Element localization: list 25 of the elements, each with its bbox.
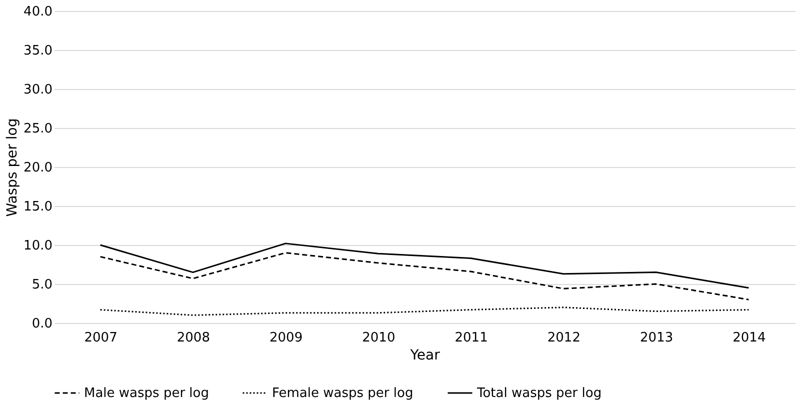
- x-axis-title: Year: [409, 348, 440, 364]
- line-series: [100, 242, 750, 289]
- x-tick-label: 2014: [732, 330, 766, 346]
- legend-label: Male wasps per log: [84, 386, 209, 401]
- x-tick-label: 2013: [640, 330, 674, 346]
- y-axis-title: Wasps per log: [4, 118, 21, 217]
- x-tick-label: 2007: [84, 330, 118, 346]
- y-tick-label: 20.0: [24, 160, 52, 176]
- y-tick-label: 40.0: [24, 4, 52, 20]
- line-series: [100, 306, 750, 316]
- y-tick-label: 35.0: [24, 44, 52, 58]
- y-tick-label: 0.0: [32, 316, 52, 332]
- y-tick-label: 5.0: [32, 278, 52, 292]
- x-tick-label: 2010: [362, 330, 396, 346]
- y-tick-label: 10.0: [24, 238, 52, 254]
- x-tick-label: 2009: [270, 330, 303, 346]
- y-tick-label: 15.0: [24, 200, 52, 214]
- x-tick-label: 2012: [547, 330, 580, 346]
- legend-label: Total wasps per log: [476, 386, 602, 401]
- x-tick-label: 2011: [454, 330, 488, 346]
- x-tick-label: 2008: [176, 330, 210, 346]
- y-tick-label: 25.0: [24, 122, 52, 136]
- line-series: [100, 252, 750, 300]
- legend-label: Female wasps per log: [272, 386, 414, 401]
- y-tick-label: 30.0: [24, 82, 52, 98]
